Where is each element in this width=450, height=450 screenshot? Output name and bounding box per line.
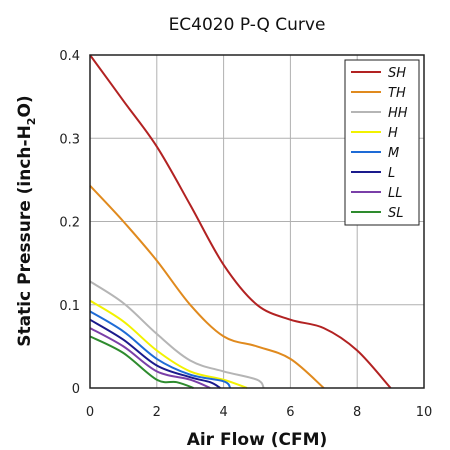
y-axis-title: Static Pressure (inch-H2O)	[15, 95, 38, 346]
series-line-l	[89, 318, 221, 389]
x-tick-labels: 0 2 4 6 8 10	[86, 405, 432, 420]
y-tick-label: 0.4	[59, 49, 80, 64]
series-line-sl	[89, 335, 194, 389]
x-tick-label: 0	[86, 405, 94, 420]
legend-label-ll: LL	[388, 186, 403, 201]
legend-label-hh: HH	[388, 106, 408, 121]
series-line-ll	[89, 327, 211, 389]
legend-label-m: M	[388, 146, 399, 161]
x-axis-title: Air Flow (CFM)	[187, 430, 328, 450]
y-tick-label: 0.3	[59, 132, 80, 147]
x-tick-label: 8	[353, 405, 361, 420]
y-axis-title-prefix: Static Pressure (inch-H	[15, 125, 35, 347]
series-lines	[89, 54, 392, 389]
y-axis-title-suffix: O)	[15, 95, 35, 117]
series-line-m	[89, 310, 232, 389]
chart-title: EC4020 P-Q Curve	[169, 15, 326, 35]
legend-label-sh: SH	[388, 66, 406, 81]
series-line-th	[89, 185, 325, 389]
y-axis-title-subscript: 2	[25, 118, 38, 126]
y-tick-label: 0.1	[59, 299, 80, 314]
plot-frame	[89, 54, 425, 389]
series-line-sh	[89, 54, 392, 389]
x-tick-label: 2	[153, 405, 161, 420]
legend-label-l: L	[388, 166, 395, 181]
y-tick-label: 0.2	[59, 216, 80, 231]
x-tick-label: 6	[286, 405, 294, 420]
x-tick-label: 4	[219, 405, 227, 420]
y-tick-label: 0	[72, 382, 80, 397]
legend-box	[344, 59, 420, 226]
legend-label-sl: SL	[388, 206, 404, 221]
series-line-hh	[89, 280, 265, 389]
y-tick-labels: 0 0.1 0.2 0.3 0.4	[59, 49, 80, 397]
series-line-h	[89, 299, 248, 389]
x-tick-label: 10	[416, 405, 433, 420]
legend-label-h: H	[388, 126, 398, 141]
legend-label-th: TH	[388, 86, 406, 101]
